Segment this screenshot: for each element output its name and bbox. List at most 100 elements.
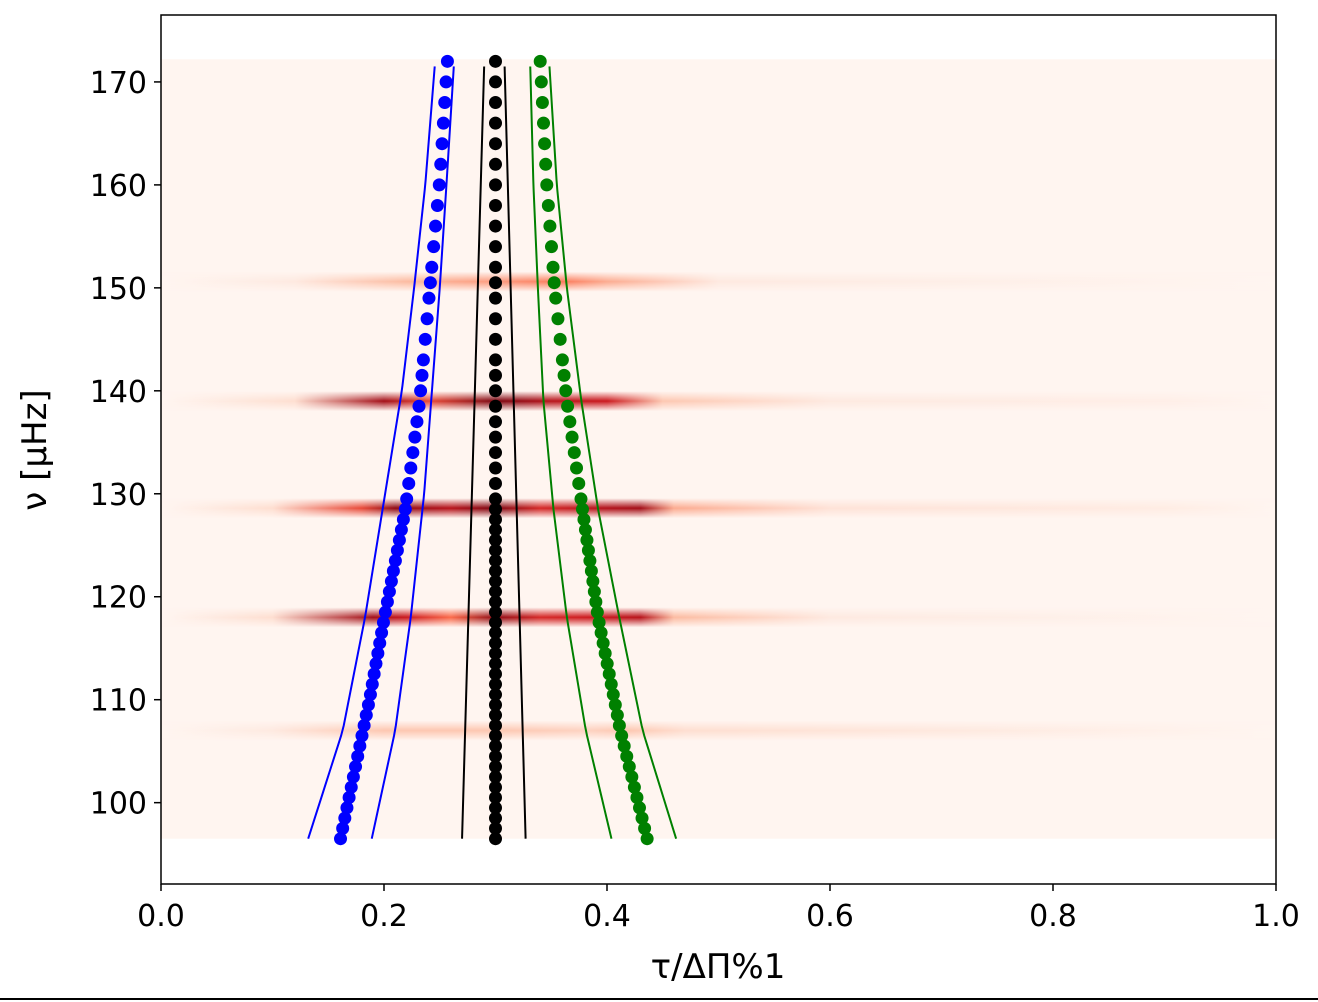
y-tick-label: 120 xyxy=(90,581,147,616)
data-point xyxy=(489,564,502,578)
data-point xyxy=(489,718,502,732)
data-point xyxy=(615,729,629,743)
data-point xyxy=(489,801,502,815)
series-marks xyxy=(307,54,678,846)
data-point xyxy=(390,543,404,557)
data-point xyxy=(489,739,502,753)
data-point xyxy=(575,502,589,516)
data-point xyxy=(388,554,402,568)
data-point xyxy=(380,595,394,609)
data-point xyxy=(578,523,592,537)
data-point xyxy=(392,533,406,547)
data-point xyxy=(612,718,626,732)
data-point xyxy=(382,585,396,599)
data-point xyxy=(489,157,502,171)
data-point xyxy=(635,811,649,825)
plot-frame xyxy=(160,14,1277,885)
data-point xyxy=(425,260,439,274)
data-point xyxy=(353,739,367,753)
data-point xyxy=(567,446,581,460)
data-point xyxy=(534,75,548,89)
series-line xyxy=(461,66,486,839)
data-point xyxy=(340,801,354,815)
data-point xyxy=(489,178,502,192)
data-point xyxy=(489,260,502,274)
data-point xyxy=(489,399,502,413)
data-point xyxy=(608,698,622,712)
data-point xyxy=(489,415,502,429)
data-point xyxy=(583,554,597,568)
data-point xyxy=(438,96,452,110)
data-point xyxy=(627,780,641,794)
data-point xyxy=(365,677,379,691)
data-point xyxy=(489,636,502,650)
data-point xyxy=(414,384,428,398)
data-point xyxy=(489,353,502,367)
data-point xyxy=(430,198,444,212)
data-point xyxy=(561,399,575,413)
y-tick-label: 170 xyxy=(90,66,147,101)
data-point xyxy=(577,513,591,527)
data-point xyxy=(489,332,502,346)
data-point xyxy=(346,770,360,784)
data-point xyxy=(408,430,422,444)
data-point xyxy=(489,543,502,557)
data-point xyxy=(489,646,502,660)
data-point xyxy=(625,770,639,784)
heatmap-band xyxy=(161,271,1276,292)
data-point xyxy=(555,353,569,367)
data-point xyxy=(489,554,502,568)
data-point xyxy=(489,96,502,110)
data-point xyxy=(489,729,502,743)
data-point xyxy=(617,739,631,753)
heatmap-band xyxy=(161,607,1276,628)
x-tick-label: 0.4 xyxy=(583,899,631,934)
data-point xyxy=(574,492,588,506)
data-point xyxy=(489,760,502,774)
data-point xyxy=(489,368,502,382)
data-point xyxy=(371,646,385,660)
data-point xyxy=(404,461,418,475)
series-line xyxy=(307,66,436,840)
data-point xyxy=(410,415,424,429)
data-point xyxy=(439,75,453,89)
data-point xyxy=(489,276,502,290)
data-point xyxy=(563,415,577,429)
data-point xyxy=(357,718,371,732)
data-point xyxy=(565,430,579,444)
data-point xyxy=(489,780,502,794)
data-point xyxy=(541,198,555,212)
data-point xyxy=(489,240,502,254)
data-point xyxy=(429,219,443,233)
data-point xyxy=(570,461,584,475)
data-point xyxy=(489,657,502,671)
x-axis: 0.0 0.2 0.4 0.6 0.8 1.0 xyxy=(137,884,1300,934)
data-point xyxy=(489,791,502,805)
data-point xyxy=(540,178,554,192)
data-point xyxy=(489,476,502,490)
data-point xyxy=(394,523,408,537)
data-point xyxy=(581,543,595,557)
data-point xyxy=(386,564,400,578)
data-point xyxy=(402,476,416,490)
data-point xyxy=(434,157,448,171)
data-point xyxy=(349,760,363,774)
data-point xyxy=(632,801,646,815)
data-point xyxy=(536,116,550,130)
data-point xyxy=(373,636,387,650)
data-point xyxy=(630,791,644,805)
data-point xyxy=(398,502,412,516)
data-point xyxy=(378,605,392,619)
x-tick-label: 0.2 xyxy=(360,899,408,934)
data-point xyxy=(336,821,350,835)
data-point xyxy=(418,332,432,346)
data-point xyxy=(406,446,420,460)
data-point xyxy=(489,312,502,326)
data-point xyxy=(432,178,446,192)
data-point xyxy=(620,749,634,763)
data-point xyxy=(355,729,369,743)
data-point xyxy=(489,75,502,89)
data-point xyxy=(489,749,502,763)
data-point xyxy=(440,54,454,68)
data-point xyxy=(622,760,636,774)
